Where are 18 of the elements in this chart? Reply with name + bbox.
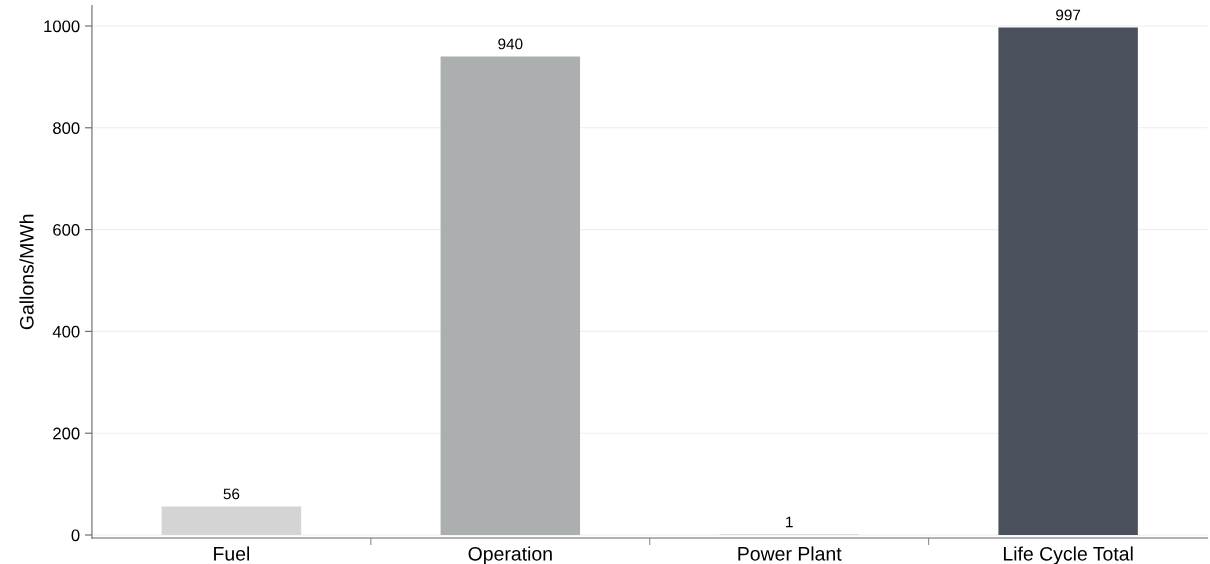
y-tick-label: 600: [53, 224, 80, 236]
x-tick-label: Fuel: [214, 546, 250, 561]
y-tick-label: 400: [52, 325, 80, 338]
data-label: 940: [498, 38, 523, 50]
bar: [998, 27, 1138, 535]
x-tick-label: Power Plant: [738, 546, 842, 561]
y-tick-label: 200: [53, 427, 80, 440]
data-label: 997: [1056, 9, 1081, 21]
bar: [440, 56, 581, 535]
y-tick-label: 0: [71, 529, 80, 542]
x-tick-label: Operation: [468, 546, 552, 564]
y-axis-title: Gallons/MWh: [19, 214, 34, 330]
data-label: 1: [786, 516, 793, 528]
data-label: 56: [223, 488, 240, 500]
y-tick-label: 1000: [44, 20, 80, 33]
bar: [161, 506, 302, 535]
y-tick-label: 800: [53, 122, 80, 134]
x-tick-label: Life Cycle Total: [1003, 546, 1133, 564]
